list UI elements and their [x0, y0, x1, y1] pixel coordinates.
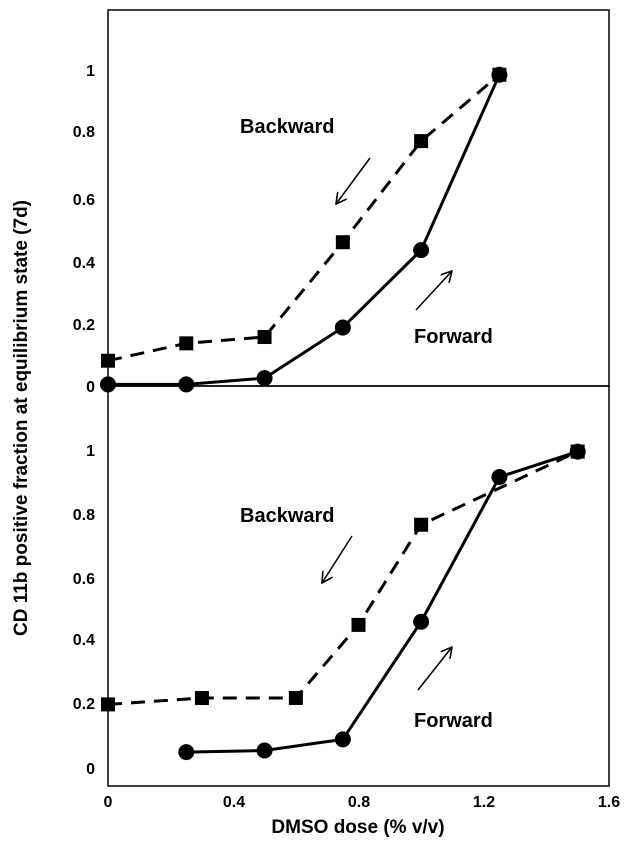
x-tick-label: 0 — [104, 794, 113, 811]
bottom-panel-plot — [101, 443, 586, 761]
backward-data-point — [179, 336, 194, 351]
x-axis-title: DMSO dose (% v/v) — [271, 817, 444, 838]
x-tick-label: 0.8 — [348, 794, 370, 811]
forward-series-line — [108, 74, 501, 386]
forward-data-point — [334, 319, 351, 336]
forward-arrow-icon — [415, 271, 452, 311]
forward-data-point — [178, 744, 195, 761]
backward-data-point — [335, 235, 350, 250]
forward-data-point — [413, 242, 430, 259]
forward-data-point — [178, 376, 195, 393]
y-tick-label: 0.2 — [73, 317, 95, 334]
x-tick-label: 1.2 — [473, 794, 495, 811]
y-tick-label: 0.8 — [73, 124, 95, 141]
backward-data-point — [101, 697, 115, 712]
y-axis-title: CD 11b positive fraction at equilibrium … — [11, 200, 32, 636]
y-tick-label: 0.8 — [73, 507, 95, 524]
backward-data-point — [288, 691, 303, 706]
backward-arrow-icon — [336, 157, 371, 204]
backward-data-point — [257, 330, 272, 345]
x-tick-label: 0.4 — [223, 794, 245, 811]
backward-annotation-label: Backward — [240, 505, 335, 527]
bottom-panel-frame — [107, 385, 610, 787]
top-panel-frame — [107, 9, 610, 387]
forward-data-point — [491, 66, 508, 83]
y-tick-label: 0.4 — [73, 632, 95, 649]
backward-data-point — [101, 353, 115, 368]
forward-data-point — [100, 376, 116, 393]
forward-data-point — [413, 613, 430, 630]
y-tick-label: 0.6 — [73, 571, 95, 588]
y-tick-label: 0.2 — [73, 696, 95, 713]
forward-data-point — [256, 742, 273, 759]
bottom-y-tick-labels: 0 0.2 0.4 0.6 0.8 1 — [73, 443, 95, 778]
top-panel-plot — [100, 66, 508, 393]
y-tick-label: 0.4 — [73, 255, 95, 272]
top-y-tick-labels: 0 0.2 0.4 0.6 0.8 1 — [73, 63, 95, 396]
backward-data-point — [414, 134, 429, 149]
backward-series-line — [107, 450, 579, 706]
backward-annotation-label: Backward — [240, 116, 335, 138]
backward-arrow-icon — [322, 535, 353, 583]
y-tick-label: 0.6 — [73, 192, 95, 209]
y-tick-label: 0 — [86, 379, 95, 396]
y-tick-label: 1 — [86, 443, 95, 460]
x-tick-label: 1.6 — [598, 794, 620, 811]
y-tick-label: 0 — [86, 761, 95, 778]
x-tick-labels: 0 0.4 0.8 1.2 1.6 — [104, 794, 621, 811]
forward-annotation-label: Forward — [414, 710, 493, 732]
forward-data-point — [256, 370, 273, 387]
backward-series-line — [107, 73, 501, 363]
forward-data-point — [569, 443, 586, 460]
backward-data-point — [351, 617, 366, 632]
forward-arrow-icon — [417, 647, 452, 691]
forward-annotation-label: Forward — [414, 326, 493, 348]
backward-data-point — [414, 517, 429, 532]
forward-data-point — [334, 731, 351, 748]
backward-data-point — [194, 691, 209, 706]
forward-series-line — [186, 450, 579, 754]
forward-data-point — [491, 469, 508, 486]
y-tick-label: 1 — [86, 63, 95, 80]
